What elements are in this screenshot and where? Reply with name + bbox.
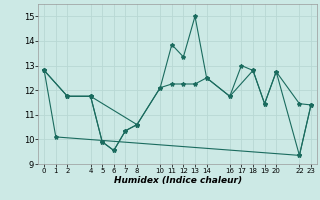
X-axis label: Humidex (Indice chaleur): Humidex (Indice chaleur) [114,176,242,185]
